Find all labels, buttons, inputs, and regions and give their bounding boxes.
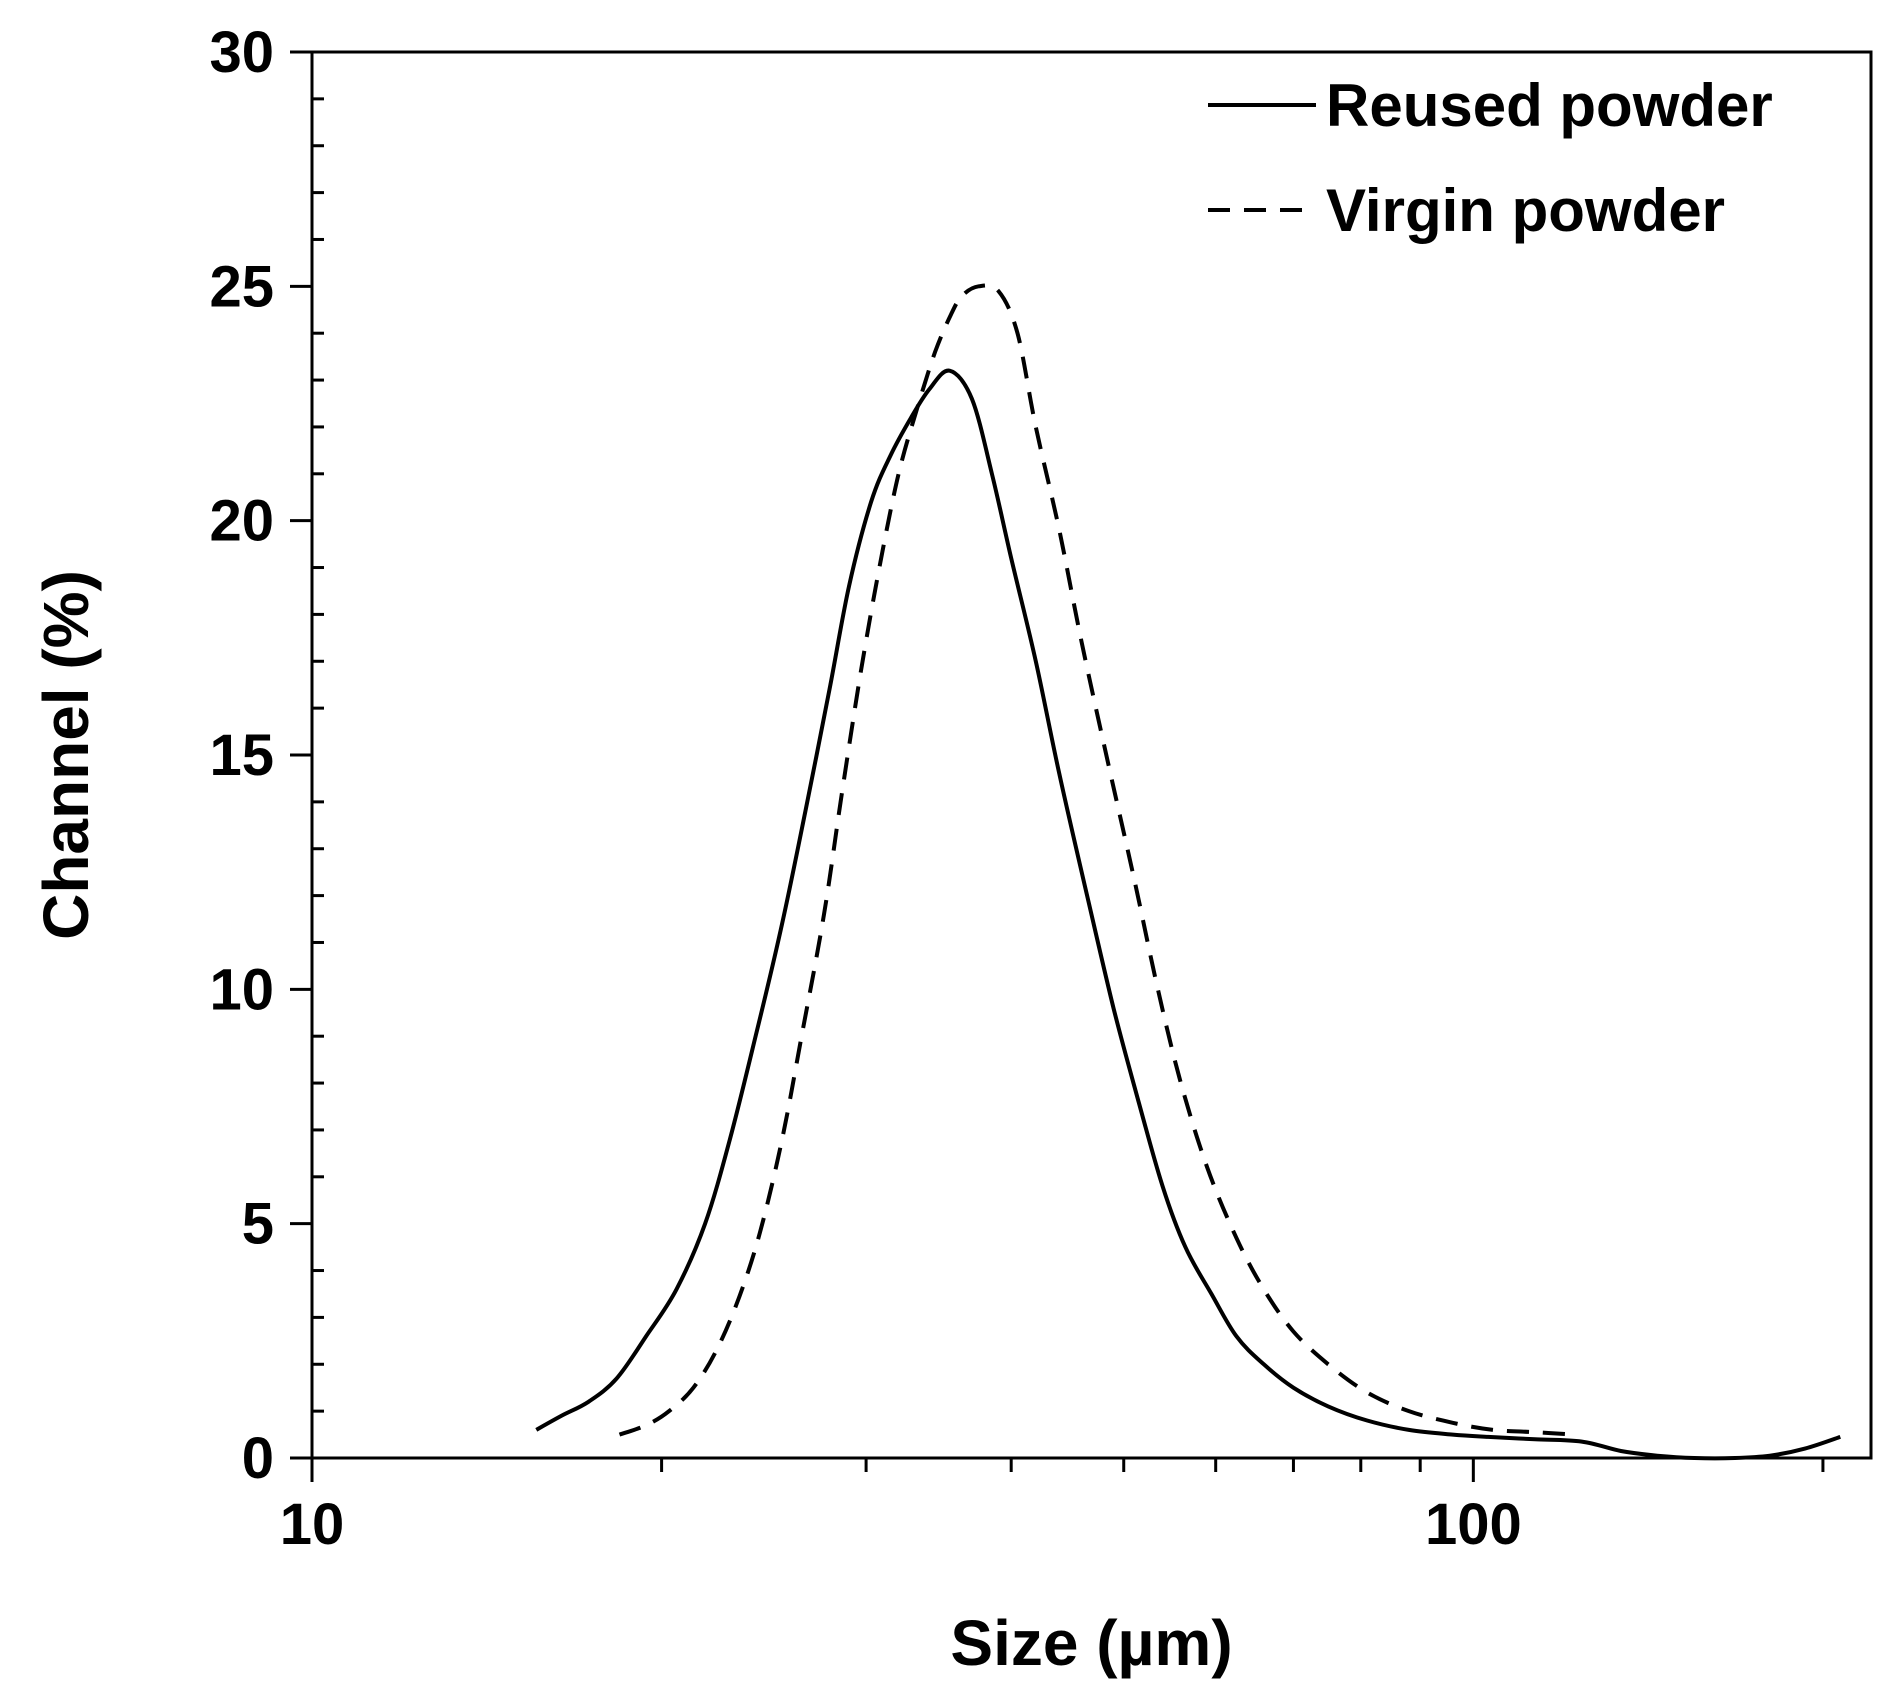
- y-tick-label: 15: [209, 723, 274, 788]
- y-axis-ticks: 0 5 10 15 20 25 30: [209, 20, 324, 1491]
- y-axis-title: Channel (%): [30, 570, 102, 940]
- y-tick-label: 5: [242, 1192, 274, 1257]
- series-line-reused-powder: [535, 368, 1841, 1461]
- x-tick-label: 100: [1425, 1492, 1522, 1557]
- x-axis-title: Size (µm): [950, 1607, 1232, 1679]
- x-axis-ticks: 10 100: [280, 1458, 1825, 1557]
- x-tick-label: 10: [280, 1492, 345, 1557]
- legend-label-virgin-powder: Virgin powder: [1326, 177, 1725, 244]
- y-tick-label: 10: [209, 957, 274, 1022]
- y-tick-label: 20: [209, 489, 274, 554]
- series-line-virgin-powder: [618, 283, 1574, 1437]
- series-layer: [535, 283, 1841, 1461]
- y-tick-label: 25: [209, 254, 274, 319]
- legend: Reused powder Virgin powder: [1208, 72, 1773, 244]
- legend-label-reused-powder: Reused powder: [1326, 72, 1773, 139]
- y-tick-label: 0: [242, 1426, 274, 1491]
- plot-frame: [310, 50, 1873, 1460]
- y-tick-label: 30: [209, 20, 274, 85]
